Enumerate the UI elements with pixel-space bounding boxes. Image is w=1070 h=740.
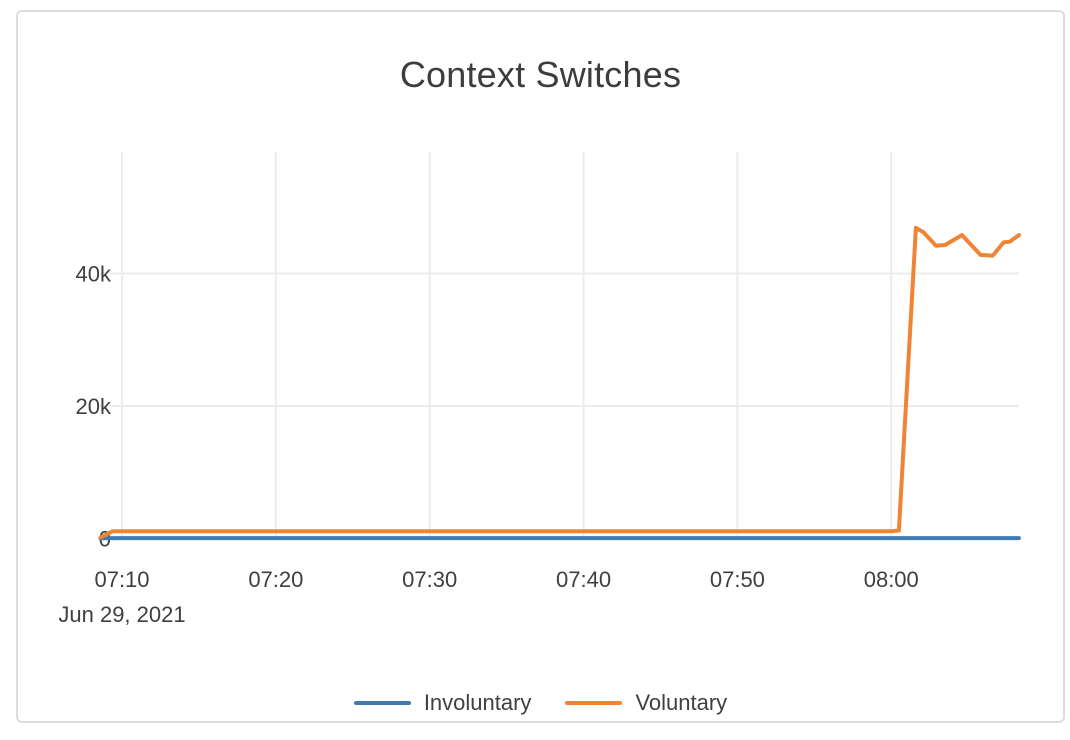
legend: Involuntary Voluntary <box>18 690 1063 716</box>
x-tick-label-07:20: 07:20 <box>248 567 303 592</box>
chart-title: Context Switches <box>399 54 682 95</box>
x-tick-label-07:30: 07:30 <box>402 567 457 592</box>
y-tick-label-40k: 40k <box>76 262 112 287</box>
legend-item-involuntary[interactable]: Involuntary <box>353 690 532 716</box>
x-tick-label-07:40: 07:40 <box>556 567 611 592</box>
legend-label-voluntary: Voluntary <box>635 690 728 715</box>
legend-item-voluntary[interactable]: Voluntary <box>565 690 727 716</box>
y-tick-label-20k: 20k <box>76 394 112 419</box>
legend-label-involuntary: Involuntary <box>423 690 532 715</box>
chart-card: Context Switches 0 20k 40k 07:10 07:20 07:30 0… <box>16 10 1065 723</box>
x-tick-label-08:00: 08:00 <box>864 567 919 592</box>
x-axis-date-label: Jun 29, 2021 <box>58 602 185 627</box>
series-line-voluntary <box>98 225 1021 540</box>
legend-line-swatch-voluntary <box>565 701 623 705</box>
legend-line-swatch-involuntary <box>353 701 411 705</box>
x-tick-label-07:10: 07:10 <box>94 567 149 592</box>
x-tick-label-07:50: 07:50 <box>710 567 765 592</box>
